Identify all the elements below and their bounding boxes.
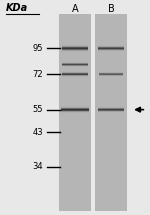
Text: KDa: KDa <box>6 3 28 12</box>
Text: 95: 95 <box>32 44 43 53</box>
Text: 72: 72 <box>32 70 43 79</box>
Text: 55: 55 <box>32 105 43 114</box>
Text: 34: 34 <box>32 162 43 171</box>
Bar <box>95 14 127 211</box>
Text: B: B <box>108 4 114 14</box>
Bar <box>59 14 91 211</box>
Text: A: A <box>72 4 78 14</box>
Text: 43: 43 <box>32 128 43 137</box>
